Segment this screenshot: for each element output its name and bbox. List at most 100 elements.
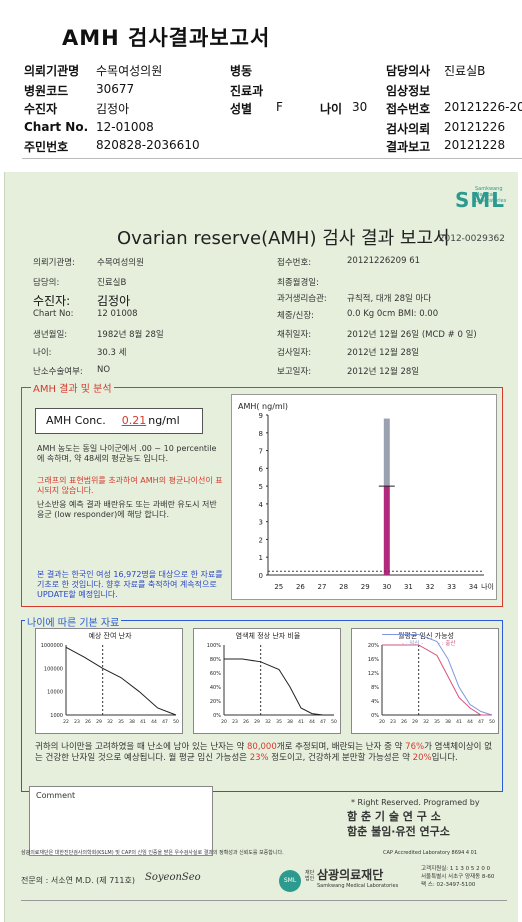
series-line xyxy=(382,644,492,716)
age-summary: 귀하의 나이만을 고려하였을 때 난소에 남아 있는 난자는 약 80,000개… xyxy=(35,742,493,763)
y-tick-label: 4 xyxy=(259,501,264,509)
age-value: 30 xyxy=(352,100,368,114)
info-value: 30.3 세 xyxy=(97,348,127,358)
field-label: 수진자 xyxy=(24,102,58,116)
cap-text: CAP Accredited Laboratory 8694 4 01 xyxy=(383,850,478,856)
series-line xyxy=(224,658,334,716)
x-tick-label: 31 xyxy=(404,583,413,591)
x-tick-label: 34 xyxy=(469,583,478,591)
info-label: 검사일자: xyxy=(277,348,312,358)
y-tick-label: 12% xyxy=(368,671,379,677)
field-label: 성별 xyxy=(230,102,253,116)
y-tick-label: 1000 xyxy=(50,713,63,719)
field-label: 의뢰기관명 xyxy=(24,64,80,78)
info-value: 2012년 12월 26일 (MCD # 0 일) xyxy=(347,330,477,340)
field-value: 진료실B xyxy=(444,64,486,78)
field-label: 병동 xyxy=(230,64,253,78)
amh-concentration-box: AMH Conc. 0.21 ng/ml xyxy=(35,408,203,434)
x-tick-label: 29 xyxy=(361,583,370,591)
field-label: 접수번호 xyxy=(386,102,431,116)
sml-logo-subtitle: Samkwang Medical Laboratories xyxy=(475,186,507,204)
x-tick-label: 47 xyxy=(320,719,326,725)
x-tick-label: 22 xyxy=(63,719,69,725)
divider xyxy=(22,158,522,159)
value-bar xyxy=(383,486,390,575)
rights-line: * Right Reserved. Programed by xyxy=(351,798,480,807)
normal-eggs-svg: 염색체 정상 난자 비율 0% 20% 40% 60% 80% 100% 20 23 26 29 32… xyxy=(207,631,337,725)
rights-org: 함춘 불임·유전 연구소 xyxy=(347,825,450,838)
x-tick-label: 26 xyxy=(85,719,91,725)
x-tick-label: 29 xyxy=(412,719,418,725)
y-tick-label: 3 xyxy=(259,519,263,527)
x-tick-label: 23 xyxy=(390,719,396,725)
info-value: 20121226209 61 xyxy=(347,256,421,266)
y-tick-label: 0% xyxy=(371,713,379,719)
field-value: 20121226 xyxy=(444,120,506,134)
x-tick-label: 47 xyxy=(478,719,484,725)
info-value: 진료실B xyxy=(97,278,127,288)
amh-result-section xyxy=(21,387,503,607)
amh-section-title: AMH 결과 및 분석 xyxy=(31,380,114,395)
y-tick-label: 1000000 xyxy=(41,643,63,649)
report-header: AMH 검사결과보고서 의뢰기관명 수목여성의원 병원코드 30677 수진자 … xyxy=(0,0,522,160)
x-tick-label: 28 xyxy=(339,583,348,591)
field-label: 진료과 xyxy=(230,84,264,98)
field-label: 주민번호 xyxy=(24,140,69,154)
foundation-sub: Samkwang Medical Laboratories xyxy=(317,883,399,889)
info-value: 2012년 12월 28일 xyxy=(347,367,420,377)
y-tick-label: 1 xyxy=(259,554,263,562)
info-label: Chart No: xyxy=(33,309,74,319)
pregnancy-chance-chart: 월평균 임신 가능성 0% 4% 8% 12% 16% 20% 20 23 26 29 32 35 38 4… xyxy=(351,628,499,734)
legend-entry: - : 임신 - xyxy=(402,639,423,647)
x-tick-label: 44 xyxy=(151,719,157,725)
series-line xyxy=(382,634,493,716)
field-label: 임상정보 xyxy=(386,84,431,98)
series-line xyxy=(65,646,177,716)
analysis-paragraph: AMH 농도는 동일 나이군에서 .00 ~ 10 percentile에 속하… xyxy=(37,444,217,463)
x-axis-label: 나이 xyxy=(481,582,494,591)
foundation-name: 삼광의료재단 xyxy=(317,868,384,882)
contact-line: 고객지원실: 1 1 3 0 5 2 0 0 xyxy=(421,866,491,872)
amh-conc-label: AMH Conc. xyxy=(46,414,106,427)
x-tick-label: 38 xyxy=(287,719,293,725)
field-value: 30677 xyxy=(96,82,135,96)
y-tick-label: 0% xyxy=(213,713,221,719)
y-axis-label: AMH( ng/ml) xyxy=(238,402,288,411)
report-header-title: AMH 검사결과보고서 xyxy=(62,26,271,50)
x-tick-label: 47 xyxy=(162,719,168,725)
field-value: 12-01008 xyxy=(96,120,154,134)
rights-org: 함 춘 기 술 연 구 소 xyxy=(347,810,441,823)
x-tick-label: 41 xyxy=(140,719,146,725)
y-tick-label: 40% xyxy=(210,685,221,691)
x-tick-label: 32 xyxy=(107,719,113,725)
patient-label: 수진자: xyxy=(33,294,71,308)
x-tick-label: 44 xyxy=(309,719,315,725)
y-tick-label: 20% xyxy=(210,699,221,705)
field-value: 김정아 xyxy=(96,102,130,116)
x-tick-label: 38 xyxy=(445,719,451,725)
x-tick-label: 32 xyxy=(423,719,429,725)
x-tick-label: 26 xyxy=(243,719,249,725)
info-label: 채취일자: xyxy=(277,330,312,340)
x-tick-label: 23 xyxy=(74,719,80,725)
x-tick-label: 50 xyxy=(489,719,495,725)
field-label: 병원코드 xyxy=(24,84,69,98)
x-tick-label: 25 xyxy=(274,583,283,591)
info-label: 난소수술여부: xyxy=(33,367,83,377)
age-label: 나이 xyxy=(320,102,343,116)
y-tick-label: 10000 xyxy=(47,690,63,696)
normal-eggs-chart: 염색체 정상 난자 비율 0% 20% 40% 60% 80% 100% 20 23 26 29 32… xyxy=(193,628,341,734)
y-tick-label: 8 xyxy=(259,430,263,438)
x-tick-label: 35 xyxy=(118,719,124,725)
x-tick-label: 29 xyxy=(96,719,102,725)
legend-entry: - : 출산 xyxy=(438,639,455,647)
info-label: 보고일자: xyxy=(277,367,312,377)
x-tick-label: 26 xyxy=(401,719,407,725)
y-tick-label: 7 xyxy=(259,448,263,456)
y-tick-label: 8% xyxy=(371,685,379,691)
doctor-label: 전문의 : 서소연 M.D. (제 711호) xyxy=(21,876,135,885)
field-label: Chart No. xyxy=(24,120,89,134)
divider xyxy=(21,900,507,901)
foundation-logo-icon: SML xyxy=(279,870,301,892)
